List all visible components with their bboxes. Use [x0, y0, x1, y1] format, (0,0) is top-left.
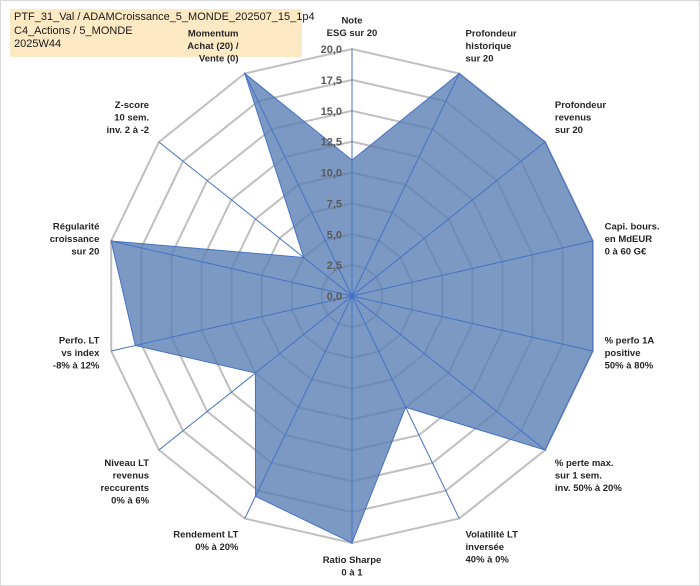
spoke-10: [111, 295, 353, 352]
spoke-1: [351, 73, 460, 297]
spoke-8: [244, 295, 353, 519]
axis-label-3-line-1: en MdEUR: [605, 234, 653, 245]
axis-label-2-line-2: sur 20: [555, 125, 583, 136]
axis-label-6-line-2: 40% à 0%: [466, 555, 510, 566]
axis-label-13-line-0: Momentum: [188, 29, 239, 40]
data-point-13: [244, 72, 246, 75]
axis-label-8-line-1: 0% à 20%: [195, 542, 239, 553]
axis-label-3-line-0: Capi. bours.: [605, 221, 660, 232]
axis-label-9-line-2: reccurents: [101, 483, 150, 494]
data-point-4: [592, 350, 594, 352]
axis-label-9-line-1: revenus: [113, 471, 149, 482]
axis-label-11-line-1: croissance: [50, 234, 100, 245]
axis-label-0: Note ESG sur 20: [327, 16, 378, 40]
axis-label-11-line-0: Régularité: [53, 221, 99, 232]
axis-label-2: Profondeur revenus sur 20: [555, 100, 606, 136]
tick-label-8: 20,0: [321, 44, 342, 56]
axis-label-4: % perfo 1A positive 50% à 80%: [605, 336, 655, 372]
data-point-3: [592, 240, 594, 242]
data-point-6: [404, 406, 407, 409]
axis-label-12-line-2: inv. 2 à -2: [107, 125, 150, 136]
data-point-1: [458, 72, 461, 75]
axis-label-10-line-1: vs index: [61, 348, 100, 359]
axis-label-12-line-0: Z-score: [115, 100, 149, 111]
spoke-4: [351, 295, 593, 352]
chart-title-box: PTF_31_Val / ADAMCroissance_5_MONDE_2025…: [10, 9, 315, 57]
chart-title-line-3: 2025W44: [14, 38, 62, 50]
data-point-8: [254, 495, 257, 498]
axis-label-9-line-0: Niveau LT: [104, 458, 149, 469]
tick-label-4: 10,0: [321, 168, 342, 180]
axis-label-2-line-1: revenus: [555, 112, 591, 123]
axis-label-1: Profondeur historique sur 20: [466, 29, 517, 65]
data-point-2: [544, 141, 546, 143]
spoke-2: [351, 141, 546, 297]
spoke-3: [351, 240, 593, 297]
axis-label-8: Rendement LT 0% à 20%: [173, 530, 239, 554]
tick-label-7: 17,5: [321, 75, 342, 87]
data-point-0: [351, 159, 353, 161]
data-point-5: [544, 449, 546, 451]
tick-label-6: 15,0: [321, 106, 342, 118]
axis-label-1-line-1: historique: [466, 41, 512, 52]
axis-label-4-line-1: positive: [605, 348, 641, 359]
data-point-7: [351, 542, 353, 544]
axis-label-0-line-1: ESG sur 20: [327, 28, 378, 39]
axis-label-1-line-0: Profondeur: [466, 29, 517, 40]
axis-label-5-line-0: % perte max.: [555, 458, 614, 469]
data-point-10: [134, 344, 137, 347]
axis-label-7-line-0: Ratio Sharpe: [323, 555, 382, 566]
axis-label-12-line-1: 10 sem.: [114, 112, 149, 123]
axis-label-7-line-1: 0 à 1: [341, 568, 363, 579]
chart-title-line-1: PTF_31_Val / ADAMCroissance_5_MONDE_2025…: [14, 11, 315, 23]
axis-label-1-line-2: sur 20: [466, 54, 494, 65]
axis-label-7: Ratio Sharpe 0 à 1: [323, 555, 382, 579]
axis-label-10-line-2: -8% à 12%: [53, 361, 100, 372]
axis-label-0-line-0: Note: [341, 16, 362, 27]
axis-label-5-line-1: sur 1 sem.: [555, 471, 602, 482]
axis-label-13: Momentum Achat (20) / Vente (0): [187, 29, 239, 65]
tick-label-3: 7,5: [327, 198, 342, 210]
axis-label-6-line-0: Volatilité LT: [466, 530, 519, 541]
axis-label-9: Niveau LT revenus reccurents 0% à 6%: [101, 458, 150, 507]
axis-label-5-line-2: inv. 50% à 20%: [555, 483, 622, 494]
axis-label-10-line-0: Perfo. LT: [59, 336, 100, 347]
chart-title-line-2: C4_Actions / 5_MONDE: [14, 24, 133, 37]
axis-label-5: % perte max. sur 1 sem. inv. 50% à 20%: [555, 458, 622, 494]
axis-label-3-line-2: 0 à 60 G€: [605, 246, 647, 257]
data-point-12: [302, 256, 305, 259]
axis-label-13-line-1: Achat (20) /: [187, 41, 239, 52]
axis-label-3: Capi. bours. en MdEUR 0 à 60 G€: [605, 221, 660, 257]
axis-label-4-line-2: 50% à 80%: [605, 361, 654, 372]
spoke-13: [244, 73, 353, 297]
axis-label-11: Régularité croissance sur 20: [50, 221, 100, 257]
spoke-11: [111, 240, 353, 297]
axis-label-13-line-2: Vente (0): [199, 54, 239, 65]
tick-label-5: 12,5: [321, 137, 342, 149]
spoke-12: [158, 141, 353, 297]
tick-label-0: 0,0: [327, 291, 342, 303]
axis-label-4-line-0: % perfo 1A: [605, 336, 655, 347]
spoke-5: [351, 295, 546, 451]
data-point-9: [254, 372, 257, 374]
axis-label-11-line-2: sur 20: [71, 246, 99, 257]
axis-label-8-line-0: Rendement LT: [173, 530, 238, 541]
tick-label-2: 5,0: [327, 229, 342, 241]
axis-label-2-line-0: Profondeur: [555, 100, 606, 111]
axis-label-12: Z-score 10 sem. inv. 2 à -2: [107, 100, 150, 136]
axis-label-6-line-1: inversée: [466, 542, 505, 553]
axis-label-10: Perfo. LT vs index -8% à 12%: [53, 336, 100, 372]
axis-label-6: Volatilité LT inversée 40% à 0%: [466, 530, 519, 566]
tick-label-1: 2,5: [327, 260, 342, 272]
data-point-11: [110, 240, 112, 242]
axis-label-9-line-3: 0% à 6%: [111, 496, 150, 507]
